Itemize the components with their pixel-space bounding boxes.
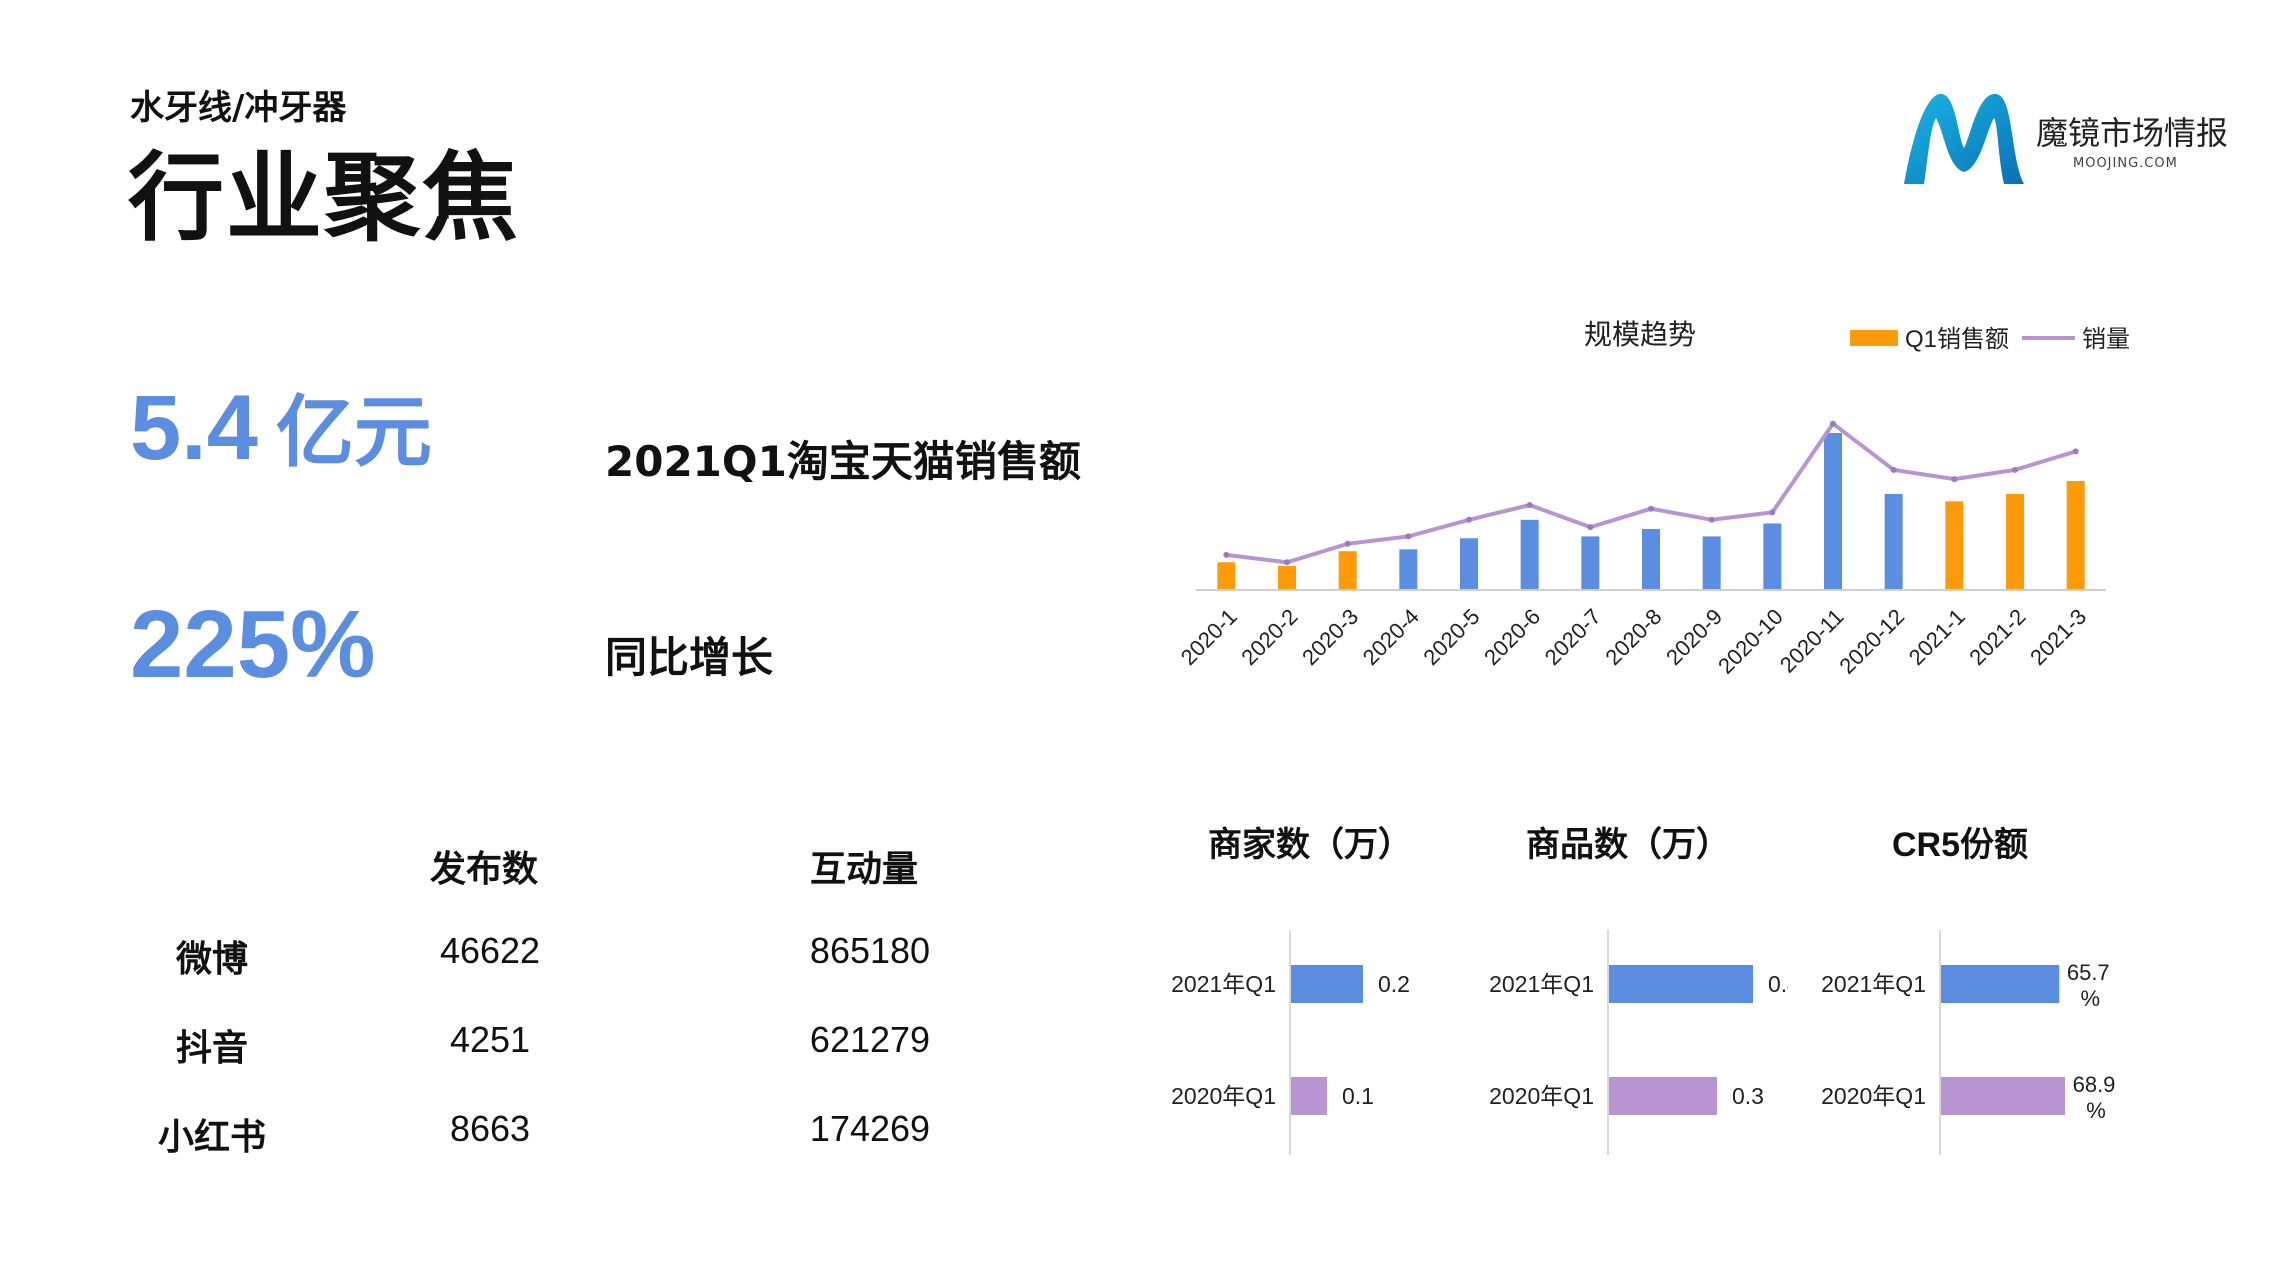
category-label: 2021年Q1 [1821,971,1926,997]
bar-2020-10 [1763,523,1782,590]
sales-unit: 亿元 [275,388,432,476]
category-label: 2020年Q1 [1171,1083,1276,1109]
sales-label: 2021Q1淘宝天猫销售额 [605,437,1081,486]
x-tick-label: 2020-3 [1297,604,1363,670]
value-label: 0.3 [1732,1083,1764,1109]
bar-2021年Q1 [1941,965,2060,1003]
line-point-2021-2 [2012,466,2018,473]
x-tick-label: 2020-6 [1479,604,1545,670]
merchant-count-chart: 商家数（万） 2021年Q1 0.2 2020年Q1 0.1 [1171,825,1412,1155]
sales-stat: 5.4 亿元 [130,370,432,482]
legend-bar-label: Q1销售额 [1905,326,2009,353]
bar-2020-3 [1338,551,1357,590]
legend-bar-swatch [1850,330,1898,346]
value-label-unit: % [2086,1098,2106,1123]
x-tick-label: 2021-2 [1964,604,2030,670]
bar-2020-9 [1702,536,1721,590]
table-cell-interactions: 174269 [809,1108,931,1149]
x-tick-label: 2021-3 [2025,604,2091,670]
x-tick-label: 2020-5 [1418,604,1484,670]
line-point-2020-3 [1344,540,1351,547]
table-cell-interactions: 621279 [809,1019,931,1060]
line-point-2021-3 [2072,448,2079,455]
table-cell-posts: 8663 [449,1108,531,1149]
bar-2020-5 [1460,538,1478,590]
bar-2021年Q1 [1609,965,1753,1003]
table-header-posts: 发布数 [430,849,539,890]
bar-2020-11 [1824,432,1842,590]
trend-chart: 规模趋势 Q1销售额 销量 2020-12020-22020-32020-420… [1176,319,2130,679]
line-point-2020-1 [1223,551,1230,558]
bar-2020-6 [1520,519,1539,590]
bar-2020年Q1 [1609,1077,1717,1115]
x-tick-label: 2020-1 [1176,604,1242,670]
x-tick-label: 2020-12 [1834,604,1909,679]
page-title: 行业聚焦 [128,142,520,254]
mini-chart-title: 商品数（万） [1526,825,1730,864]
section-subtitle: 水牙线/冲牙器 [130,88,347,128]
value-label: 68.9 [2073,1072,2116,1097]
product-count-chart: 商品数（万） 2021年Q1 0.4 2020年Q1 0.3 [1489,825,1788,1155]
x-tick-label: 2020-2 [1236,604,1302,670]
logo-name: 魔镜市场情报 [2036,114,2229,152]
bar-2021-2 [2006,493,2024,590]
category-label: 2020年Q1 [1489,1083,1594,1109]
x-tick-label: 2020-11 [1775,604,1849,678]
bar-2020-4 [1399,549,1418,590]
table-header-interactions: 互动量 [810,849,919,890]
growth-label: 同比增长 [605,633,774,682]
bar-2020-8 [1642,529,1660,590]
x-tick-label: 2020-8 [1600,604,1666,670]
moojing-logo-icon [1904,93,2024,184]
x-tick-label: 2020-7 [1540,604,1606,670]
sales-value: 5.4 [130,377,258,479]
bar-2020年Q1 [1941,1077,2066,1115]
x-tick-label: 2020-10 [1713,604,1788,679]
bar-2021年Q1 [1291,965,1363,1003]
line-point-2020-11 [1830,420,1836,427]
bar-2020-2 [1278,565,1296,590]
table-row-label-douyin: 抖音 [175,1028,248,1069]
value-label: 0.2 [1378,971,1410,997]
line-point-2020-5 [1466,516,1472,523]
growth-value: 225% [130,591,376,698]
cr5-share-chart: CR5份额 2021年Q1 65.7% 2020年Q1 68.9% [1821,826,2116,1155]
line-point-2020-2 [1284,559,1290,566]
value-label: 0.1 [1342,1083,1374,1109]
line-point-2020-7 [1587,524,1594,531]
line-point-2021-1 [1951,476,1958,483]
legend-line-label: 销量 [2082,326,2130,353]
table-cell-posts: 4251 [449,1019,531,1060]
table-cell-posts: 46622 [439,930,541,971]
category-label: 2020年Q1 [1821,1083,1926,1109]
chart-title: 规模趋势 [1584,319,1696,350]
value-label: 0.4 [1768,971,1788,997]
line-point-2020-6 [1526,502,1533,508]
line-point-2020-12 [1890,466,1897,473]
x-tick-label: 2021-1 [1904,604,1970,670]
bar-2020-7 [1581,536,1600,590]
line-point-2020-10 [1769,509,1776,516]
table-cell-interactions: 865180 [809,930,931,971]
value-label-unit: % [2080,986,2100,1011]
mini-chart-title: 商家数（万） [1208,825,1412,864]
line-point-2020-8 [1648,505,1654,512]
mini-chart-title: CR5份额 [1892,826,2028,864]
bar-2020年Q1 [1291,1077,1327,1115]
category-label: 2021年Q1 [1489,971,1594,997]
value-label: 65.7 [2067,960,2110,985]
bar-2020-12 [1884,493,1903,590]
x-tick-label: 2020-4 [1358,604,1424,670]
table-row-label-xiaohongshu: 小红书 [157,1117,266,1158]
line-point-2020-4 [1405,533,1412,540]
bar-2021-3 [2066,480,2085,590]
bar-2020-1 [1217,562,1236,590]
line-point-2020-9 [1708,516,1715,523]
category-label: 2021年Q1 [1171,971,1276,997]
table-row-label-weibo: 微博 [175,939,248,980]
bar-2021-1 [1945,501,1964,590]
logo-domain: MOOJING.COM [2073,156,2178,171]
